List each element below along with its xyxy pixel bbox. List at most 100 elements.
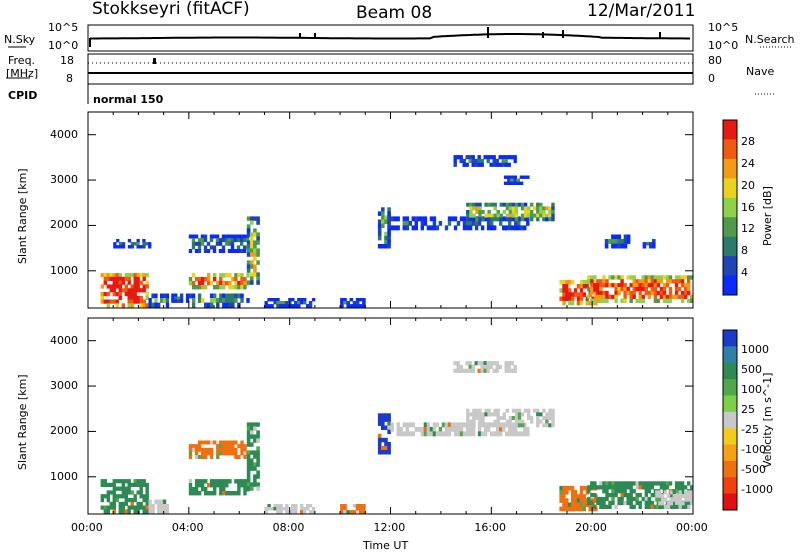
data-cell [602, 485, 606, 490]
data-cell [118, 509, 122, 514]
data-cell [626, 287, 630, 292]
data-cell [471, 368, 475, 373]
data-cell [435, 225, 440, 231]
data-cell [617, 290, 621, 296]
data-cell [559, 485, 563, 491]
data-cell [145, 482, 149, 487]
data-cell [133, 494, 137, 499]
data-cell [210, 298, 214, 303]
data-cell [253, 462, 257, 467]
data-cell [511, 213, 516, 218]
data-cell [647, 500, 651, 506]
data-cell [677, 287, 682, 292]
data-cell [224, 238, 229, 243]
data-cell [502, 225, 506, 231]
velocity-colorbar [722, 329, 738, 511]
freq-tick-bottom: 8 [66, 72, 73, 85]
data-cell [459, 422, 464, 428]
data-cell [200, 440, 205, 445]
data-cell [402, 220, 406, 226]
data-cell [669, 497, 673, 502]
data-cell [493, 431, 497, 437]
data-cell [576, 498, 581, 503]
data-cell [160, 293, 164, 299]
data-cell [352, 304, 357, 308]
data-cell [668, 298, 673, 303]
data-cell [253, 268, 257, 273]
data-cell [562, 284, 566, 289]
data-cell [614, 298, 618, 303]
data-cell [253, 216, 257, 221]
data-cell [626, 485, 630, 490]
data-cell [234, 479, 238, 484]
data-cell [641, 496, 645, 502]
data-cell [599, 485, 603, 490]
data-cell [483, 361, 487, 366]
data-cell [562, 485, 566, 491]
data-cell [188, 479, 193, 484]
data-cell [680, 504, 685, 509]
data-cell [231, 444, 235, 449]
data-cell [377, 421, 382, 426]
data-cell [405, 422, 409, 428]
data-cell [462, 225, 467, 231]
data-cell [614, 485, 618, 490]
data-cell [605, 481, 609, 486]
data-cell [683, 275, 688, 280]
data-cell [145, 501, 149, 506]
data-cell [475, 412, 479, 417]
data-cell [548, 217, 552, 222]
data-cell [493, 213, 497, 218]
data-cell [218, 238, 223, 243]
data-cell [587, 500, 591, 506]
data-cell [662, 485, 667, 490]
data-cell [662, 287, 667, 292]
data-cell [665, 283, 670, 288]
data-cell [311, 298, 316, 302]
data-cell [507, 181, 511, 185]
data-cell [219, 281, 223, 286]
data-cell [587, 287, 591, 292]
data-cell [355, 304, 360, 308]
data-cell [219, 293, 223, 299]
data-cell [480, 158, 484, 164]
data-cell [222, 483, 226, 488]
data-cell [381, 244, 385, 249]
data-cell [162, 293, 167, 299]
data-cell [678, 497, 682, 502]
data-cell [683, 504, 688, 509]
data-cell [468, 155, 472, 160]
data-cell [620, 481, 624, 486]
data-cell [644, 489, 648, 494]
data-cell [227, 249, 232, 253]
data-cell [562, 490, 566, 495]
data-cell [306, 304, 310, 308]
data-cell [536, 416, 540, 420]
data-cell [582, 284, 586, 289]
data-cell [502, 216, 506, 222]
data-cell [253, 422, 257, 427]
data-cell [602, 290, 606, 296]
data-cell [133, 505, 137, 510]
data-cell [250, 280, 254, 285]
data-cell [133, 482, 137, 487]
data-cell [635, 493, 639, 498]
nave-tick-bottom: 0 [708, 72, 715, 85]
data-cell [542, 210, 546, 214]
data-cell [112, 288, 116, 293]
data-cell [674, 485, 679, 490]
data-cell [661, 497, 665, 502]
data-cell [644, 504, 648, 509]
data-cell [139, 501, 143, 506]
data-cell [438, 431, 443, 437]
data-cell [665, 481, 670, 486]
data-cell [204, 455, 208, 459]
data-cell [614, 243, 618, 249]
data-cell [162, 504, 167, 509]
data-cell [429, 225, 434, 231]
data-cell [653, 279, 658, 284]
data-cell [174, 296, 178, 300]
data-cell [256, 272, 260, 277]
data-cell [617, 496, 621, 502]
data-cell [504, 361, 508, 366]
